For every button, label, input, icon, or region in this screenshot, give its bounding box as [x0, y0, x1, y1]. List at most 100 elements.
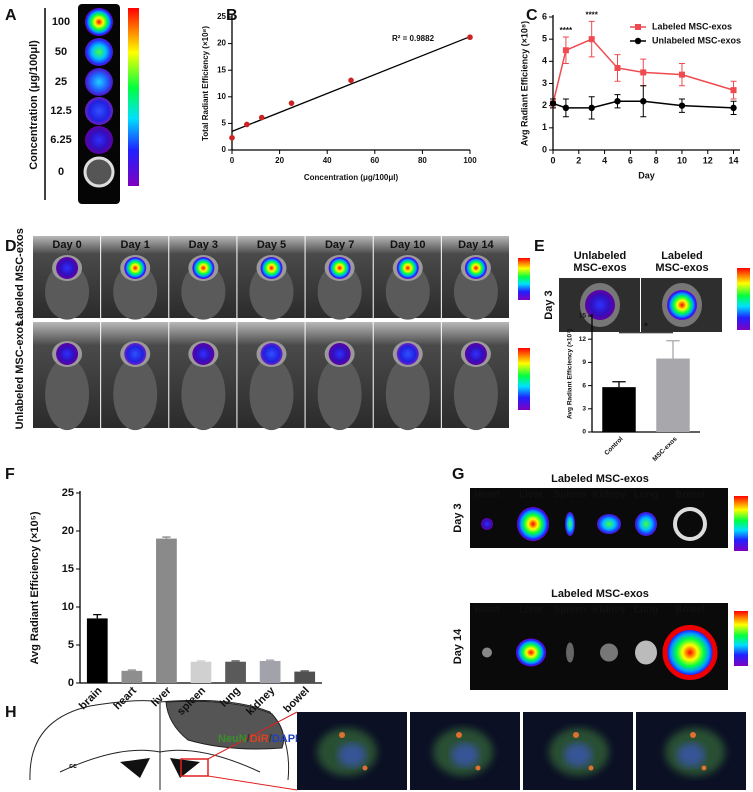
dir-signal: [339, 732, 345, 738]
block-title: Labeled MSC-exos: [551, 588, 649, 600]
organ: [673, 507, 707, 541]
y-tick-label: 15: [217, 65, 226, 74]
color-bar: [737, 268, 750, 330]
stain-part: /: [247, 733, 250, 745]
dir-signal: [701, 765, 707, 771]
mouse-body: [317, 358, 362, 431]
marker: [562, 104, 570, 112]
x-tick-label: 8: [654, 155, 659, 165]
marker: [678, 102, 686, 109]
signal: [260, 343, 283, 365]
panel-letter: C: [526, 7, 538, 24]
legend-label: Unlabeled MSC-exos: [652, 35, 741, 45]
stain-part: DAPI: [272, 733, 298, 745]
y-axis-label: Avg Radiant Efficiency (×10⁷): [567, 329, 574, 419]
organ-label: Spleen: [554, 490, 587, 501]
mouse-body: [249, 358, 294, 431]
day-label: Day 10: [390, 239, 425, 251]
stain-part: NeuN: [218, 733, 247, 745]
organ: [517, 507, 549, 541]
signal: [464, 257, 487, 279]
y-tick-label: 5: [222, 119, 227, 128]
point: [229, 134, 235, 141]
y-tick-label: 2: [542, 100, 547, 110]
marker: [614, 64, 621, 71]
dir-signal: [573, 732, 579, 738]
x-tick-label: MSC-exos: [651, 435, 678, 462]
panel-letter: G: [452, 466, 464, 483]
y-tick-label: 20: [217, 39, 226, 48]
concentration-label: 25: [55, 76, 67, 88]
organ: [481, 518, 493, 530]
block-title: Labeled MSC-exos: [551, 473, 649, 485]
corpus-callosum: [59, 749, 261, 773]
signal: [124, 257, 147, 279]
dir-signal: [362, 765, 368, 771]
day-label: Day 7: [325, 239, 354, 251]
day-label: Day 0: [52, 239, 81, 251]
mouse-body: [181, 263, 226, 320]
error-bar: [666, 340, 680, 359]
error-bar: [265, 659, 275, 661]
bar: [86, 618, 108, 683]
x-tick-label: 100: [463, 156, 477, 165]
point: [467, 34, 473, 41]
point: [258, 114, 265, 121]
y-tick-label: 5: [68, 639, 74, 651]
marker: [640, 69, 647, 76]
bar: [190, 661, 212, 683]
organ-label: Kidney: [592, 490, 626, 501]
bar: [121, 670, 143, 683]
organ: [565, 512, 575, 536]
y-tick-label: 0: [222, 145, 227, 154]
y-tick-label: 25: [217, 12, 226, 21]
column-label: Labeled: [661, 250, 703, 262]
bar: [602, 387, 636, 432]
stain-part: /: [269, 733, 272, 745]
marker: [730, 104, 737, 112]
bar: [656, 358, 690, 432]
sample-well: [85, 38, 113, 66]
dir-signal: [475, 765, 481, 771]
mouse-body: [453, 358, 498, 431]
x-tick-label: 40: [323, 156, 332, 165]
concentration-label: 100: [52, 16, 70, 28]
signal: [56, 343, 79, 365]
organ-label: Heart: [474, 605, 500, 616]
x-tick-label: brain: [77, 685, 105, 713]
mouse-body: [113, 263, 158, 320]
panel-letter: E: [534, 238, 545, 255]
signal: [396, 343, 419, 365]
color-bar: [128, 8, 139, 186]
x-tick-label: 20: [275, 156, 284, 165]
day-label: Day 14: [458, 239, 494, 251]
x-tick-label: 12: [703, 155, 713, 165]
bar: [259, 660, 281, 683]
x-axis-label: Concentration (μg/100μl): [304, 173, 399, 182]
zoom-line: [207, 775, 298, 791]
column-label: MSC-exos: [573, 262, 626, 274]
row-label: Unlabeled MSC-exos: [14, 321, 26, 430]
ventricle: [120, 758, 200, 778]
dir-signal: [690, 732, 696, 738]
day-label: Day 1: [121, 239, 150, 251]
y-tick-label: 10: [62, 601, 74, 613]
y-tick-label: 0: [582, 429, 586, 436]
signal: [667, 290, 697, 320]
marker: [549, 100, 557, 107]
row-label: Labeled MSC-exos: [14, 228, 26, 326]
x-tick-label: 4: [602, 155, 607, 165]
bar: [156, 538, 177, 683]
point: [244, 121, 250, 128]
sample-well: [85, 68, 113, 96]
mouse-body: [45, 263, 90, 320]
color-bar: [734, 496, 748, 551]
nucleus: [564, 743, 592, 767]
color-bar: [518, 258, 530, 300]
bar: [225, 661, 246, 683]
mouse-body: [317, 263, 362, 320]
y-tick-label: 0: [68, 677, 74, 689]
error-bar: [93, 613, 102, 619]
marker: [614, 98, 621, 105]
dir-signal: [456, 732, 462, 738]
